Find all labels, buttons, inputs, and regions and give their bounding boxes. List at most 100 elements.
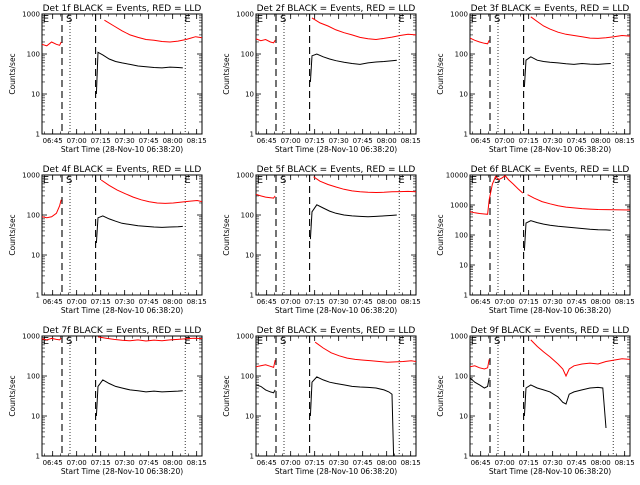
lld-series-post: [530, 16, 630, 39]
y-tick-label: 1: [36, 453, 40, 461]
x-tick-label: 07:15: [305, 298, 325, 306]
panel-title: Det 6f BLACK = Events, RED = LLD: [471, 165, 630, 175]
x-axis-label: Start Time (28-Nov-10 06:38:20): [489, 306, 611, 315]
y-tick-label: 10000: [446, 172, 468, 180]
lld-series-pre: [470, 175, 524, 215]
y-axis-label: Counts/sec: [8, 53, 17, 94]
y-axis-label: Counts/sec: [222, 375, 231, 416]
panel-det-1: Det 1f BLACK = Events, RED = LLD 1 10 100 10…: [8, 4, 207, 154]
events-series-pre: [256, 384, 276, 394]
x-axis-label: Start Time (28-Nov-10 06:38:20): [61, 145, 183, 154]
x-tick-label: 07:00: [495, 137, 515, 145]
y-tick-label: 1: [250, 292, 254, 300]
lld-series-post: [97, 336, 202, 342]
panel-det-7: Det 7f BLACK = Events, RED = LLD 1 10 100 10…: [8, 326, 207, 476]
panel-frame: [469, 335, 631, 457]
panel-data: [256, 17, 416, 83]
events-series: [309, 53, 397, 83]
y-tick-label: 100: [241, 212, 254, 220]
x-tick-label: 08:15: [615, 459, 635, 467]
x-tick-label: 07:00: [495, 459, 515, 467]
x-tick-label: 07:00: [67, 298, 87, 306]
x-tick-label: 07:45: [353, 459, 373, 467]
panel-data: [470, 339, 630, 429]
y-tick-label: 1000: [236, 172, 254, 180]
panel-data: [42, 179, 202, 244]
y-tick-label: 1000: [450, 202, 468, 210]
x-tick-label: 07:45: [139, 459, 159, 467]
y-tick-label: 10: [31, 252, 40, 260]
x-axis-label: Start Time (28-Nov-10 06:38:20): [61, 306, 183, 315]
x-tick-label: 07:00: [67, 137, 87, 145]
lld-series-post: [314, 341, 416, 363]
x-tick-label: 07:45: [139, 137, 159, 145]
x-tick-label: 08:15: [615, 137, 635, 145]
lld-series-post: [530, 339, 630, 378]
y-tick-label: 1: [464, 131, 468, 139]
panel-det-8: Det 8f BLACK = Events, RED = LLD 1 10 100 10…: [222, 326, 421, 476]
y-tick-label: 100: [455, 373, 468, 381]
panel-frame: [41, 13, 203, 135]
panel-title: Det 5f BLACK = Events, RED = LLD: [257, 165, 416, 175]
panel-det-2: Det 2f BLACK = Events, RED = LLD 1 10 100 10…: [222, 4, 421, 154]
y-tick-label: 1: [36, 292, 40, 300]
y-tick-label: 100: [241, 373, 254, 381]
x-tick-label: 08:00: [163, 137, 183, 145]
events-series: [95, 51, 183, 95]
lld-series-pre: [256, 193, 276, 199]
panel-frame: [41, 174, 203, 296]
x-tick-label: 07:30: [329, 137, 349, 145]
flag-letter: S: [66, 336, 72, 347]
x-tick-label: 07:30: [115, 298, 135, 306]
x-tick-label: 06:45: [43, 137, 63, 145]
x-tick-label: 06:45: [257, 137, 277, 145]
y-tick-label: 1000: [236, 11, 254, 19]
x-tick-label: 07:45: [567, 298, 587, 306]
x-tick-label: 08:15: [401, 459, 421, 467]
x-tick-label: 07:30: [543, 459, 563, 467]
y-tick-label: 10: [31, 91, 40, 99]
flag-letter: E: [184, 14, 190, 25]
x-tick-label: 08:00: [163, 459, 183, 467]
x-tick-label: 07:15: [305, 137, 325, 145]
x-tick-label: 07:00: [67, 459, 87, 467]
x-tick-label: 07:15: [91, 137, 111, 145]
flag-letter: E: [471, 336, 477, 347]
events-series: [95, 215, 183, 244]
flag-letter: E: [43, 14, 49, 25]
y-axis-label: Counts/sec: [222, 214, 231, 255]
panel-det-3: Det 3f BLACK = Events, RED = LLD 1 10 100 10…: [436, 4, 635, 154]
y-tick-label: 10: [459, 262, 468, 270]
x-tick-label: 08:15: [401, 137, 421, 145]
panel-data: [42, 336, 202, 417]
x-tick-label: 07:15: [91, 459, 111, 467]
events-series: [309, 376, 395, 456]
panel-frame: [41, 335, 203, 457]
flag-letter: E: [398, 14, 404, 25]
panel-title: Det 3f BLACK = Events, RED = LLD: [471, 4, 630, 14]
y-tick-label: 1: [36, 131, 40, 139]
flag-letter: E: [612, 336, 618, 347]
panel-frame: [469, 174, 631, 296]
flag-letter: E: [257, 14, 263, 25]
lld-series-pre: [470, 359, 490, 370]
x-tick-label: 07:15: [305, 459, 325, 467]
lld-series-pre: [256, 38, 276, 44]
flag-letter: E: [184, 175, 190, 186]
flag-letter: S: [66, 14, 72, 25]
x-tick-label: 07:45: [139, 298, 159, 306]
lld-series-pre: [42, 41, 62, 47]
panel-det-6: Det 6f BLACK = Events, RED = LLD 1 10 100 10…: [436, 165, 635, 315]
y-tick-label: 1: [250, 453, 254, 461]
y-tick-label: 10: [31, 413, 40, 421]
events-series: [95, 379, 183, 417]
panel-data: [256, 341, 416, 456]
y-tick-label: 1000: [450, 11, 468, 19]
x-tick-label: 08:00: [377, 298, 397, 306]
x-tick-label: 06:45: [43, 459, 63, 467]
flag-letter: S: [66, 175, 72, 186]
events-series-pre: [470, 377, 490, 389]
panel-title: Det 2f BLACK = Events, RED = LLD: [257, 4, 416, 14]
y-axis-label: Counts/sec: [436, 53, 445, 94]
